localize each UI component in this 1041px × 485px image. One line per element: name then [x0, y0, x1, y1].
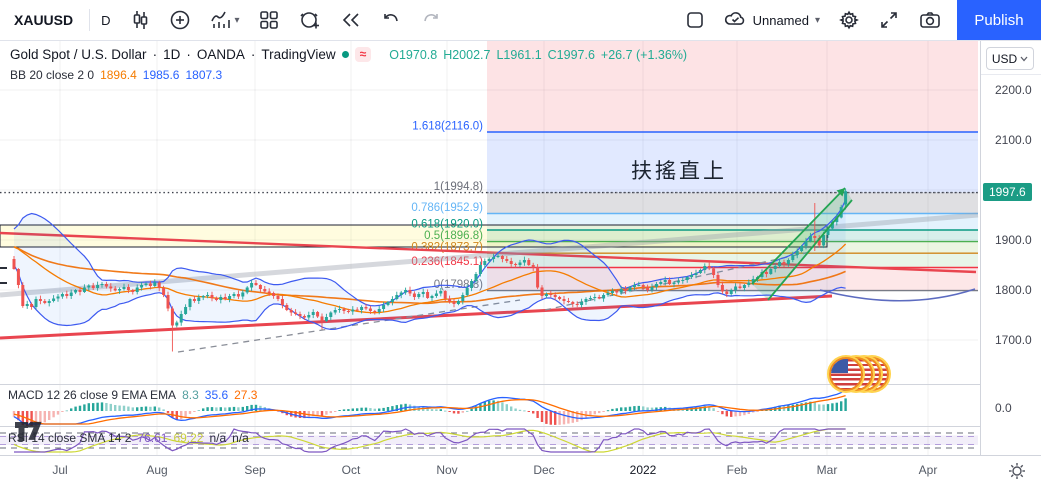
interval-button[interactable]: D [101, 12, 111, 28]
alert-button[interactable] [289, 1, 331, 39]
currency-label: USD [991, 51, 1018, 66]
rsi-na1: n/a [209, 431, 227, 445]
select-layout-button[interactable] [676, 1, 714, 39]
tradingview-logo [15, 421, 42, 441]
time-axis[interactable]: Jul Aug Sep Oct Nov Dec 2022 Feb Mar Apr [0, 456, 1041, 485]
bb-label: BB 20 close 2 0 [10, 68, 95, 82]
chevron-down-icon [1020, 56, 1028, 61]
rsi-sma-value: 69.22 [173, 431, 204, 445]
toolbar-separator [89, 9, 91, 31]
macd-label: MACD 12 26 close 9 EMA EMA [8, 388, 177, 402]
fullscreen-button[interactable] [869, 1, 909, 39]
macd-hist-value: 8.3 [182, 388, 199, 402]
us-flag-sticker[interactable] [829, 357, 889, 391]
redo-button[interactable] [411, 1, 451, 39]
candlestick-icon [133, 11, 147, 29]
layout-grid-button[interactable] [249, 1, 289, 39]
price-tick-label: 2200.0 [995, 83, 1032, 97]
undo-button[interactable] [371, 1, 411, 39]
price-axis[interactable]: USD 2200.0 2100.0 1900.0 1800.0 1700.0 1997.… [981, 40, 1041, 455]
camera-icon [920, 12, 940, 28]
fib-level-label: 0.618(1920.0) [411, 219, 483, 231]
time-tick-label: Sep [244, 463, 266, 477]
time-tick-label: Feb [726, 463, 748, 477]
price-tick-label: 2100.0 [995, 133, 1032, 147]
rsi-label: RSI 14 close SMA 14 2 [8, 431, 132, 445]
bb-upper-value: 1985.6 [142, 68, 180, 82]
top-toolbar: XAUUSD D ▾ [0, 0, 1041, 41]
time-tick-label: Jul [52, 463, 68, 477]
screenshot-button[interactable] [909, 1, 951, 39]
indicators-icon [210, 11, 230, 28]
legend-interval: 1D [163, 47, 181, 62]
ohlc-low: L1961.1 [496, 47, 542, 62]
symbol-button[interactable]: XAUUSD [14, 12, 74, 28]
redo-arrow-icon [423, 14, 438, 22]
publish-button[interactable]: Publish [957, 0, 1041, 40]
ohlc-change: +26.7 (+1.36%) [600, 47, 688, 62]
replay-button[interactable] [331, 1, 371, 39]
bar-style-button[interactable] [120, 1, 160, 39]
macd-line-value: 35.6 [204, 388, 229, 402]
time-tick-label: Apr [918, 463, 938, 477]
delayed-data-badge[interactable]: ≈ [354, 47, 372, 62]
bb-mid-value: 1896.4 [100, 68, 137, 82]
ohlc-open: O1970.8 [389, 47, 438, 62]
compare-button[interactable] [160, 1, 200, 39]
macd-indicator-legend[interactable]: MACD 12 26 close 9 EMA EMA 8.3 35.6 27.3 [8, 388, 257, 402]
chevron-down-icon: ▾ [234, 14, 240, 26]
price-tick-label: 1900.0 [995, 233, 1032, 247]
indicators-button[interactable]: ▾ [200, 1, 249, 39]
bb-indicator-legend[interactable]: BB 20 close 2 0 1896.4 1985.6 1807.3 [10, 68, 222, 82]
grid-icon [259, 11, 278, 29]
plus-circle-icon [170, 10, 189, 30]
axis-divider [981, 74, 1041, 75]
fib-level-label: 1.618(2116.0) [412, 121, 483, 133]
gear-icon [839, 10, 859, 30]
rsi-indicator-legend[interactable]: RSI 14 close SMA 14 2 76.61 69.22 n/a n/… [8, 431, 249, 445]
ohlc-high: H2002.7 [443, 47, 491, 62]
cloud-save-button[interactable]: Unnamed ▾ [714, 1, 829, 39]
alarm-clock-plus-icon [299, 12, 319, 29]
last-price-badge: 1997.6 [983, 183, 1032, 201]
macd-zero-label: 0.0 [995, 401, 1012, 415]
legend-provider: TradingView [261, 47, 336, 62]
rsi-value: 76.61 [137, 431, 168, 445]
undo-arrow-icon [383, 14, 398, 22]
fullscreen-icon [881, 12, 897, 28]
chart-text-annotation[interactable]: 扶搖直上 [631, 159, 727, 183]
time-tick-label: 2022 [629, 463, 657, 477]
market-status-dot-icon[interactable] [341, 51, 349, 58]
fib-level-label: 0.5(1896.8) [424, 230, 483, 242]
cloud-check-icon [724, 12, 744, 25]
chevron-down-icon: ▾ [814, 14, 820, 26]
fib-level-label: 0.786(1952.9) [411, 202, 483, 214]
price-tick-label: 1700.0 [995, 333, 1032, 347]
symbol-legend: Gold Spot / U.S. Dollar · 1D · OANDA · T… [10, 47, 688, 62]
ohlc-close: C1997.6 [547, 47, 595, 62]
chart-properties-gear-icon[interactable] [1006, 460, 1028, 482]
price-tick-label: 1800.0 [995, 283, 1032, 297]
fib-level-label: 1(1994.8) [434, 181, 483, 193]
time-tick-label: Aug [146, 463, 168, 477]
square-icon [686, 12, 703, 28]
rewind-icon [342, 13, 359, 27]
time-tick-label: Nov [436, 463, 458, 477]
bb-lower-value: 1807.3 [185, 68, 223, 82]
legend-exchange: OANDA [196, 47, 245, 62]
time-tick-label: Oct [341, 463, 361, 477]
rsi-na2: n/a [232, 431, 249, 445]
us-flag-icon [829, 357, 863, 391]
settings-button[interactable] [829, 1, 869, 39]
time-tick-label: Mar [816, 463, 838, 477]
legend-title: Gold Spot / U.S. Dollar [10, 47, 147, 62]
currency-dropdown[interactable]: USD [986, 47, 1034, 70]
layout-name-label: Unnamed [752, 12, 809, 28]
macd-signal-value: 27.3 [234, 388, 258, 402]
fib-level-label: 0.236(1845.1) [411, 256, 483, 268]
time-tick-label: Dec [533, 463, 555, 477]
